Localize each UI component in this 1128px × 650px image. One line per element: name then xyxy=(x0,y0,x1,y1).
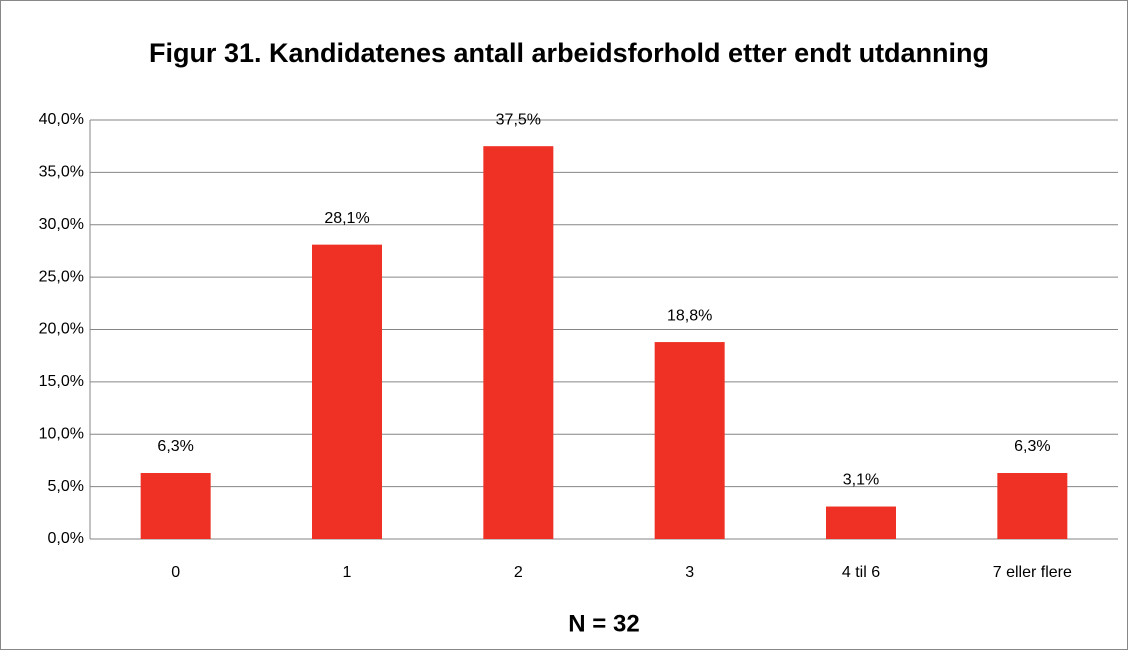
bar xyxy=(140,473,211,539)
y-tick-label: 0,0% xyxy=(48,530,84,547)
y-tick-label: 20,0% xyxy=(39,321,84,338)
x-axis-label: N = 32 xyxy=(568,610,639,637)
x-tick-label: 4 til 6 xyxy=(842,564,880,581)
chart-title: Figur 31. Kandidatenes antall arbeidsfor… xyxy=(149,38,989,68)
y-tick-label: 30,0% xyxy=(39,216,84,233)
x-tick-label: 2 xyxy=(514,564,523,581)
x-tick-label: 0 xyxy=(171,564,180,581)
data-label: 18,8% xyxy=(667,307,712,324)
x-tick-label: 7 eller flere xyxy=(993,564,1072,581)
y-tick-label: 10,0% xyxy=(39,425,84,442)
y-tick-label: 40,0% xyxy=(39,111,84,128)
data-label: 37,5% xyxy=(496,111,541,128)
data-label: 6,3% xyxy=(1014,438,1050,455)
x-tick-label: 3 xyxy=(685,564,694,581)
bar xyxy=(826,506,896,539)
bar xyxy=(312,244,382,539)
y-tick-label: 5,0% xyxy=(48,478,84,495)
y-tick-label: 25,0% xyxy=(39,268,84,285)
y-tick-label: 35,0% xyxy=(39,164,84,181)
bar xyxy=(654,342,725,539)
data-label: 28,1% xyxy=(324,210,369,227)
bar xyxy=(483,146,554,539)
x-tick-label: 1 xyxy=(343,564,352,581)
data-label: 3,1% xyxy=(843,472,879,489)
data-label: 6,3% xyxy=(157,438,193,455)
bar xyxy=(997,473,1068,539)
y-tick-label: 15,0% xyxy=(39,373,84,390)
